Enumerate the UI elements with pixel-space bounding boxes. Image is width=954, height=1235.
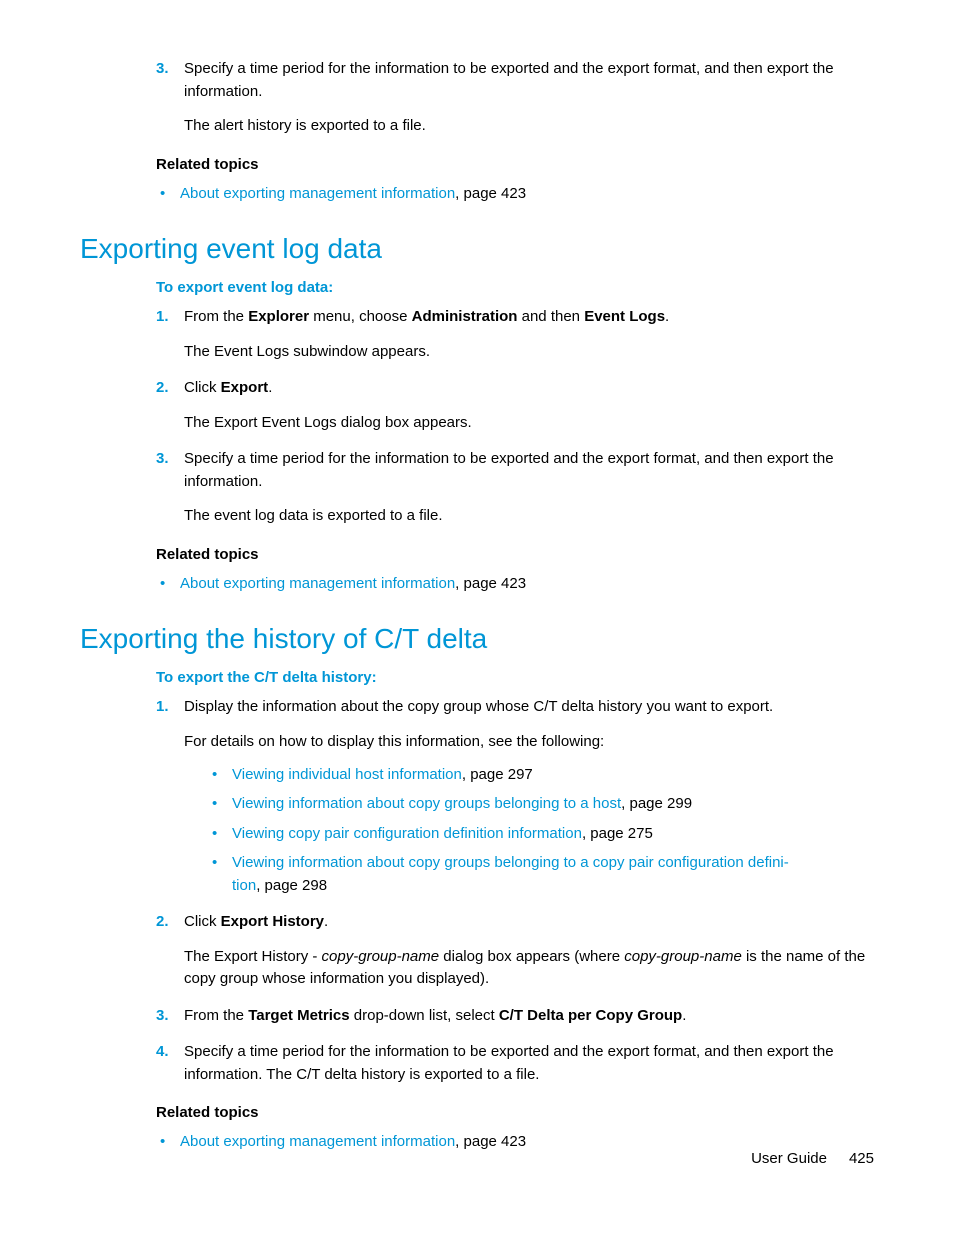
- related-topic-item: About exporting management information, …: [156, 183, 874, 206]
- step-sub: The alert history is exported to a file.: [184, 115, 874, 138]
- step-text: From the Explorer menu, choose Administr…: [184, 308, 669, 325]
- page-number: 425: [849, 1150, 874, 1167]
- step-text: Specify a time period for the informatio…: [184, 60, 834, 100]
- related-link[interactable]: About exporting management information: [180, 575, 455, 592]
- related-topics-label: Related topics: [156, 1104, 874, 1121]
- step-text: Specify a time period for the informatio…: [184, 450, 834, 490]
- section-heading-event-log: Exporting event log data: [80, 233, 874, 265]
- procedure-intro: To export the C/T delta history:: [156, 669, 874, 686]
- step-number: 3.: [156, 448, 169, 471]
- step-3: 3. From the Target Metrics drop-down lis…: [156, 1005, 874, 1028]
- step-2: 2. Click Export History. The Export Hist…: [156, 911, 874, 991]
- step-1: 1. Display the information about the cop…: [156, 696, 874, 897]
- step-number: 1.: [156, 306, 169, 329]
- step-3: 3. Specify a time period for the informa…: [156, 448, 874, 528]
- related-suffix: , page 423: [455, 185, 526, 202]
- step-text: Display the information about the copy g…: [184, 698, 773, 715]
- step-sub: For details on how to display this infor…: [184, 731, 874, 754]
- page-content: 3. Specify a time period for the informa…: [0, 0, 954, 1154]
- procedure-intro: To export event log data:: [156, 279, 874, 296]
- step-number: 4.: [156, 1041, 169, 1064]
- step-number: 3.: [156, 1005, 169, 1028]
- related-suffix: , page 423: [455, 575, 526, 592]
- step-4: 4. Specify a time period for the informa…: [156, 1041, 874, 1086]
- page-footer: User Guide 425: [751, 1150, 874, 1167]
- xref-link[interactable]: Viewing information about copy groups be…: [232, 795, 621, 812]
- section-heading-ct-delta: Exporting the history of C/T delta: [80, 623, 874, 655]
- step-number: 2.: [156, 377, 169, 400]
- step-2: 2. Click Export. The Export Event Logs d…: [156, 377, 874, 434]
- xref-link[interactable]: Viewing copy pair configuration definiti…: [232, 825, 582, 842]
- related-topics-label: Related topics: [156, 156, 874, 173]
- related-link[interactable]: About exporting management information: [180, 1133, 455, 1150]
- step-sub: The Export Event Logs dialog box appears…: [184, 412, 874, 435]
- sub-link-item: Viewing information about copy groups be…: [210, 851, 874, 898]
- related-link[interactable]: About exporting management information: [180, 185, 455, 202]
- step-number: 3.: [156, 58, 169, 81]
- step-1: 1. From the Explorer menu, choose Admini…: [156, 306, 874, 363]
- step-number: 1.: [156, 696, 169, 719]
- step-sub: The event log data is exported to a file…: [184, 505, 874, 528]
- step-text: Click Export.: [184, 379, 272, 396]
- prev-step-3: 3. Specify a time period for the informa…: [156, 58, 874, 138]
- sub-link-item: Viewing individual host information, pag…: [210, 763, 874, 786]
- related-suffix: , page 423: [455, 1133, 526, 1150]
- step-sub: The Event Logs subwindow appears.: [184, 341, 874, 364]
- step-text: Click Export History.: [184, 913, 328, 930]
- xref-link[interactable]: Viewing individual host information: [232, 766, 462, 783]
- sub-link-item: Viewing information about copy groups be…: [210, 792, 874, 815]
- sub-link-item: Viewing copy pair configuration definiti…: [210, 822, 874, 845]
- step-sub: The Export History - copy-group-name dia…: [184, 946, 874, 991]
- footer-label: User Guide: [751, 1150, 827, 1167]
- related-topics-label: Related topics: [156, 546, 874, 563]
- step-text: Specify a time period for the informatio…: [184, 1043, 834, 1083]
- step-number: 2.: [156, 911, 169, 934]
- related-topic-item: About exporting management information, …: [156, 573, 874, 596]
- step-text: From the Target Metrics drop-down list, …: [184, 1007, 686, 1024]
